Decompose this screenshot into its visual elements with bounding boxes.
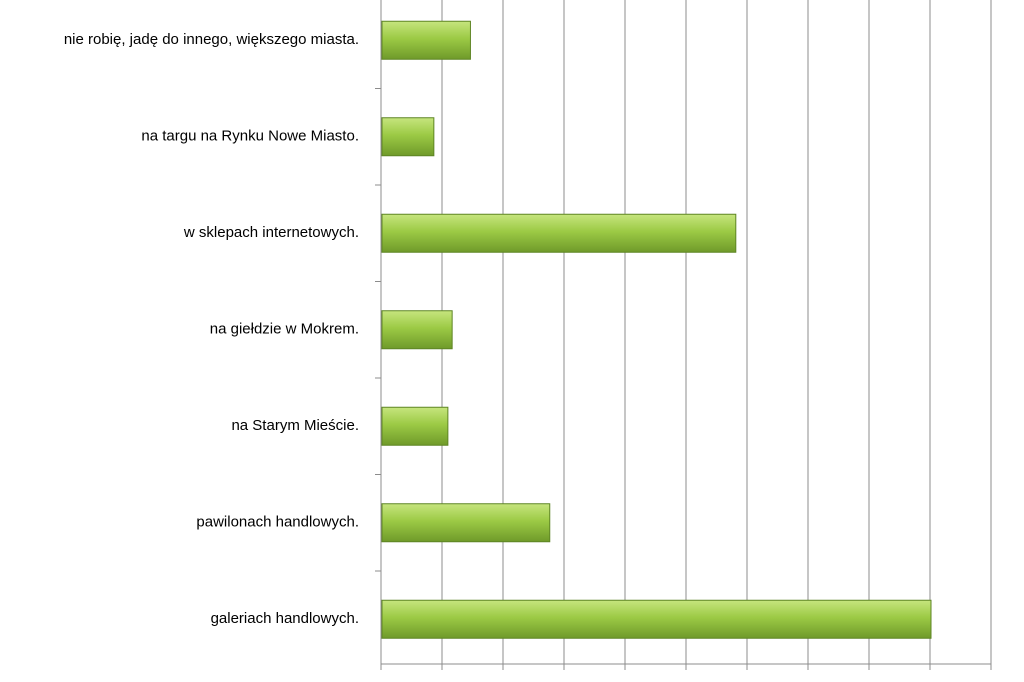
category-label: na targu na Rynku Nowe Miasto.	[141, 128, 359, 145]
axes	[375, 0, 992, 670]
bar	[381, 503, 551, 543]
bar	[381, 406, 449, 446]
bar	[381, 599, 932, 639]
category-label: w sklepach internetowych.	[183, 224, 359, 241]
category-label: galeriach handlowych.	[211, 610, 359, 627]
bar	[381, 213, 737, 253]
category-label: na Starym Mieście.	[231, 417, 359, 434]
bar	[381, 117, 435, 157]
bars	[381, 20, 932, 639]
gridlines	[441, 0, 992, 664]
bar	[381, 310, 453, 350]
category-label: na giełdzie w Mokrem.	[210, 321, 359, 338]
category-labels: nie robię, jadę do innego, większego mia…	[64, 31, 359, 627]
bar	[381, 20, 471, 60]
category-label: pawilonach handlowych.	[196, 514, 359, 531]
category-label: nie robię, jadę do innego, większego mia…	[64, 31, 359, 48]
